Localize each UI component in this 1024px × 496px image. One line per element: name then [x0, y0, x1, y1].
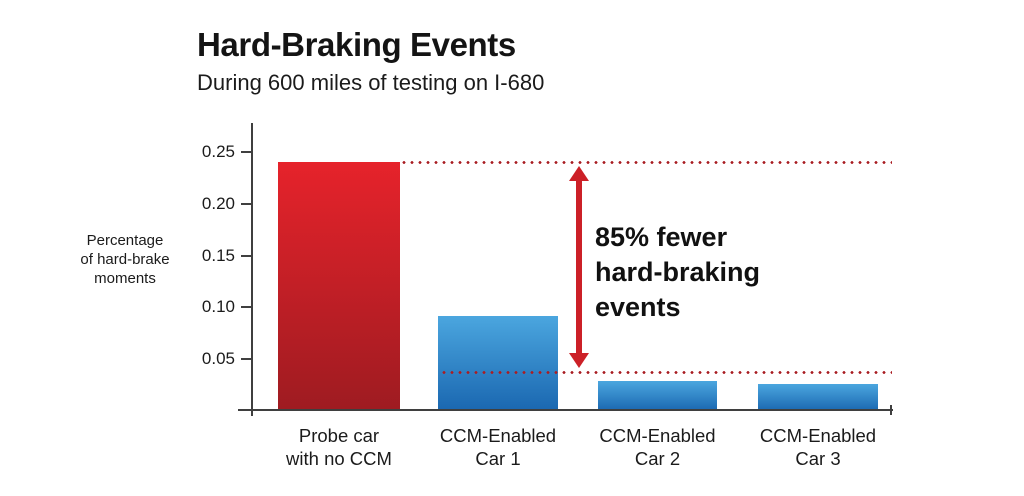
- x-category-label: CCM-Enabled Car 3: [759, 425, 877, 469]
- top-dotted-reference-line: [400, 160, 892, 164]
- x-axis-end-tick: [890, 405, 892, 415]
- reduction-arrow-icon: [569, 166, 589, 369]
- y-tick-mark: [241, 254, 251, 257]
- bar-ccm-enabled-car-1: [438, 315, 558, 411]
- y-tick-mark: [241, 202, 251, 205]
- x-category-label: CCM-Enabled Car 2: [599, 425, 716, 469]
- chart-title: Hard-Braking Events: [197, 26, 516, 63]
- bottom-dotted-reference-line: [440, 371, 892, 375]
- y-tick-label: 0.20: [201, 193, 235, 213]
- y-tick-label: 0.10: [201, 297, 235, 317]
- y-tick-label: 0.05: [201, 349, 235, 369]
- x-category-label: CCM-Enabled Car 1: [439, 425, 557, 469]
- y-tick-label: 0.25: [201, 142, 235, 161]
- y-tick-mark: [241, 151, 251, 153]
- bar-ccm-enabled-car-2: [598, 380, 717, 411]
- y-tick-mark: [241, 306, 251, 309]
- x-category-label: Probe car with no CCM: [286, 425, 392, 469]
- annotation-text: 85% fewer hard-braking events: [595, 222, 761, 322]
- chart-subtitle: During 600 miles of testing on I-680: [197, 70, 545, 95]
- y-tick-mark: [241, 358, 251, 361]
- bar-ccm-enabled-car-3: [758, 384, 878, 411]
- y-axis-line: [251, 123, 253, 416]
- bar-probe-car-no-ccm: [278, 162, 400, 411]
- y-axis-title: Percentage of hard-brake moments: [80, 232, 170, 287]
- x-axis-line: [238, 409, 893, 411]
- y-tick-label: 0.15: [201, 245, 235, 265]
- plot-area: 0.05 0.10 0.15 0.20 0.25 Probe car with no CC…: [202, 123, 893, 469]
